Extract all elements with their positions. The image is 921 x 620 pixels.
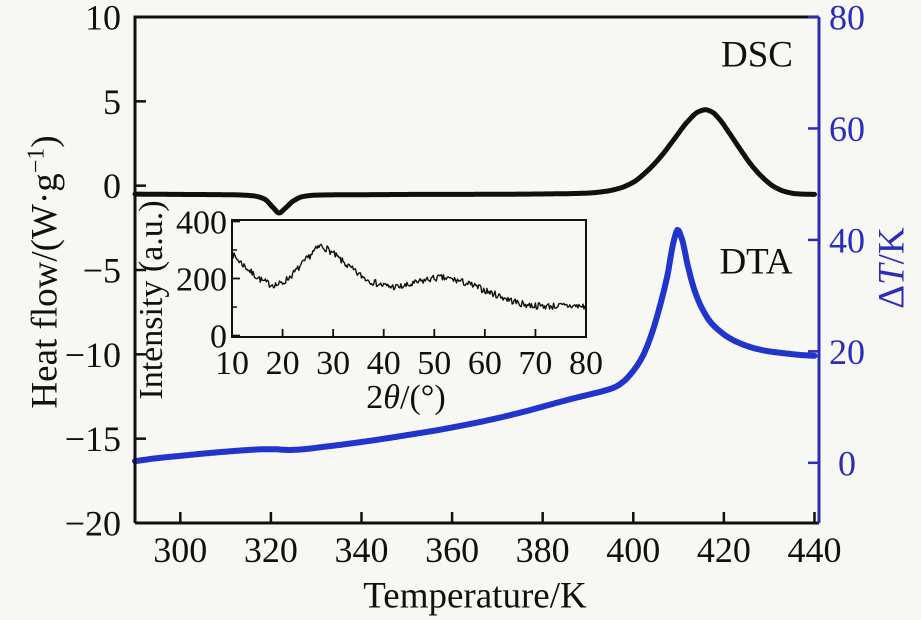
inset-x-tick-label: 50 (417, 345, 451, 382)
left-y-axis-label-text: Heat flow/(W·g (24, 173, 66, 409)
inset-x-axis-label-theta: θ (383, 379, 401, 416)
inset-y-tick-label: 400 (176, 204, 227, 241)
dsc-series-label: DSC (721, 34, 793, 76)
x-tick-label: 320 (244, 530, 298, 570)
xrd-curve (231, 243, 587, 310)
right-y-tick-label: 20 (829, 332, 865, 372)
inset-x-tick-label: 30 (316, 345, 350, 382)
inset-x-tick-label: 10 (215, 345, 249, 382)
x-tick-label: 440 (787, 530, 841, 570)
right-y-axis-label-var: T (871, 264, 913, 285)
left-y-axis-label: Heat flow/(W·g−1) (23, 135, 66, 409)
left-y-tick-label: 5 (103, 82, 121, 122)
left-y-axis-label-sup: −1 (23, 147, 50, 174)
x-tick-label: 340 (334, 530, 388, 570)
inset-x-axis-label-suffix: /(°) (400, 379, 446, 416)
right-y-axis-label: ΔT/K (871, 227, 913, 309)
left-y-tick-label: 0 (103, 166, 121, 206)
x-tick-label: 300 (153, 530, 207, 570)
right-y-tick-label: 40 (829, 220, 865, 260)
inset-x-tick-label: 20 (266, 345, 300, 382)
dta-series-label: DTA (719, 241, 793, 283)
inset-y-axis-label: Intensity (a.u.) (133, 200, 170, 400)
dta-curve (132, 226, 818, 465)
left-y-tick-label: 10 (85, 0, 121, 38)
right-y-tick-label: 0 (838, 443, 856, 483)
inset-x-tick-label: 40 (367, 345, 401, 382)
x-tick-label: 400 (606, 530, 660, 570)
right-y-axis-label-unit: /K (871, 227, 913, 265)
left-y-tick-label: −5 (83, 251, 121, 291)
x-tick-label: 380 (516, 530, 570, 570)
left-y-tick-label: −10 (65, 335, 121, 375)
inset-x-axis-label: 2θ/(°) (366, 381, 445, 415)
x-tick-label: 360 (425, 530, 479, 570)
left-top-spine (133, 15, 819, 523)
inset-x-tick-label: 60 (468, 345, 502, 382)
inset-y-tick-label: 0 (210, 319, 227, 356)
dsc-curve (132, 107, 817, 216)
x-axis-label: Temperature/K (363, 575, 587, 617)
right-y-tick-label: 80 (829, 0, 865, 38)
inset-x-axis-label-prefix: 2 (366, 379, 384, 416)
left-y-tick-label: −20 (65, 504, 121, 544)
right-y-tick-label: 60 (829, 109, 865, 149)
left-y-axis-label-close: ) (24, 135, 66, 148)
left-y-tick-label: −15 (65, 419, 121, 459)
inset-frame (231, 219, 587, 338)
x-tick-label: 420 (697, 530, 751, 570)
inset-y-tick-label: 200 (176, 262, 227, 299)
inset-x-tick-label: 80 (569, 345, 603, 382)
inset-x-tick-label: 70 (518, 345, 552, 382)
right-y-axis-label-delta: Δ (871, 284, 913, 309)
